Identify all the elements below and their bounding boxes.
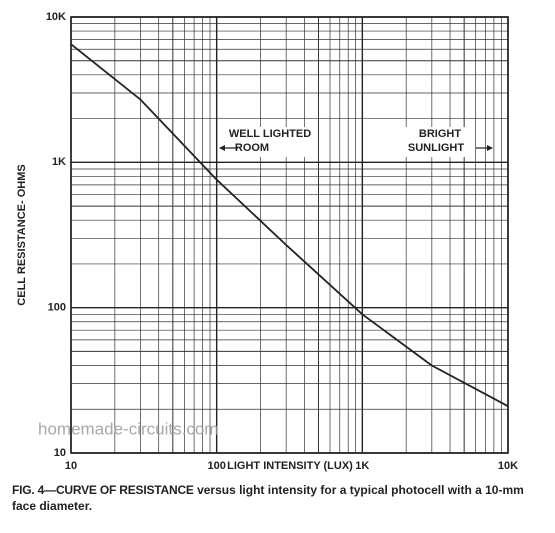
x-tick-label: 10 [65,460,77,472]
annotation: ROOM [235,142,269,154]
x-tick-label: 1K [355,460,369,472]
caption-bold: FIG. 4—CURVE OF RESISTANCE [12,483,194,497]
x-axis-label: LIGHT INTENSITY (LUX) [227,460,353,472]
caption-text: versus light intensity for a typical pho… [12,483,524,513]
caption: FIG. 4—CURVE OF RESISTANCE versus light … [12,482,547,514]
annotation-arrowhead [219,145,225,151]
y-tick-label: 10 [54,447,66,459]
plot-frame [70,16,509,454]
y-axis-label: CELL RESISTANCE- OHMS [16,164,28,305]
x-tick-label: 10K [498,460,518,472]
watermark: homemade-circuits.com [38,419,218,438]
annotation-bg [395,127,475,157]
annotation: WELL LIGHTED [229,128,311,140]
annotation: BRIGHT [419,128,461,140]
line-series [70,43,509,407]
chart: CELL RESISTANCE- OHMS LIGHT INTENSITY (L… [16,11,518,472]
annotation-arrowhead [487,145,493,151]
x-tick-label: 100 [207,460,225,472]
annotation: SUNLIGHT [408,142,465,154]
y-tick-label: 10K [46,11,66,23]
annotation-bg [230,127,314,157]
y-tick-label: 100 [48,302,66,314]
y-tick-label: 1K [52,156,66,168]
